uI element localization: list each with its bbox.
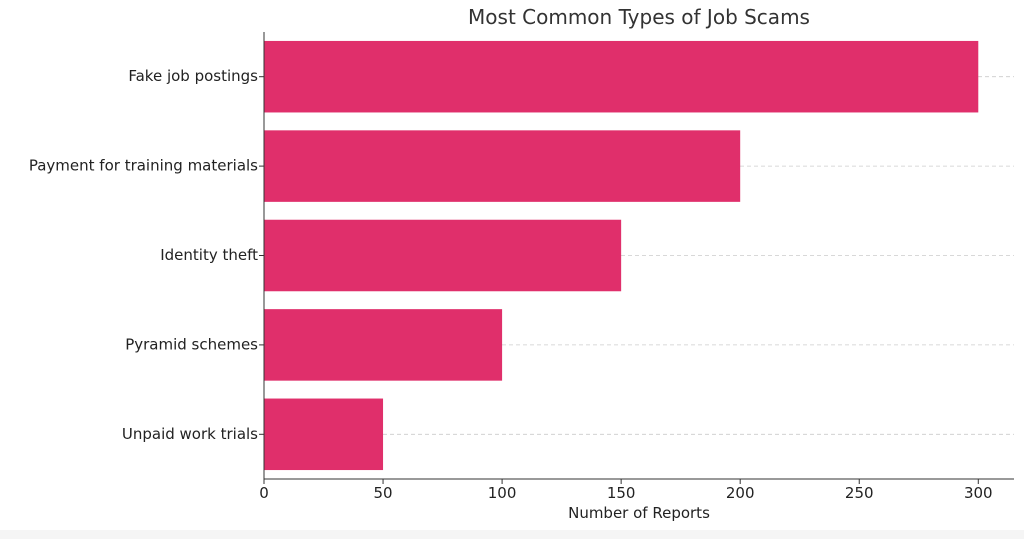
bar xyxy=(264,309,503,381)
bar xyxy=(264,130,741,202)
bars xyxy=(264,40,979,471)
y-tick-label: Payment for training materials xyxy=(29,157,258,175)
x-tick-label: 150 xyxy=(607,484,636,502)
tick-labels: Fake job postings Payment for training ma… xyxy=(29,67,993,502)
x-tick-label: 200 xyxy=(726,484,755,502)
x-tick-label: 0 xyxy=(259,484,269,502)
x-tick-label: 300 xyxy=(964,484,993,502)
chart-title: Most Common Types of Job Scams xyxy=(468,5,810,29)
x-tick-label: 100 xyxy=(488,484,517,502)
y-tick-label: Pyramid schemes xyxy=(125,335,258,353)
y-tick-label: Fake job postings xyxy=(128,67,258,85)
bar xyxy=(264,398,384,471)
axes xyxy=(259,32,1014,484)
bar xyxy=(264,219,622,292)
x-tick-label: 250 xyxy=(845,484,874,502)
y-tick-label: Unpaid work trials xyxy=(122,425,258,443)
x-axis-label: Number of Reports xyxy=(568,504,710,522)
y-tick-label: Identity theft xyxy=(160,246,258,264)
x-tick-label: 50 xyxy=(374,484,393,502)
bar xyxy=(264,40,979,113)
